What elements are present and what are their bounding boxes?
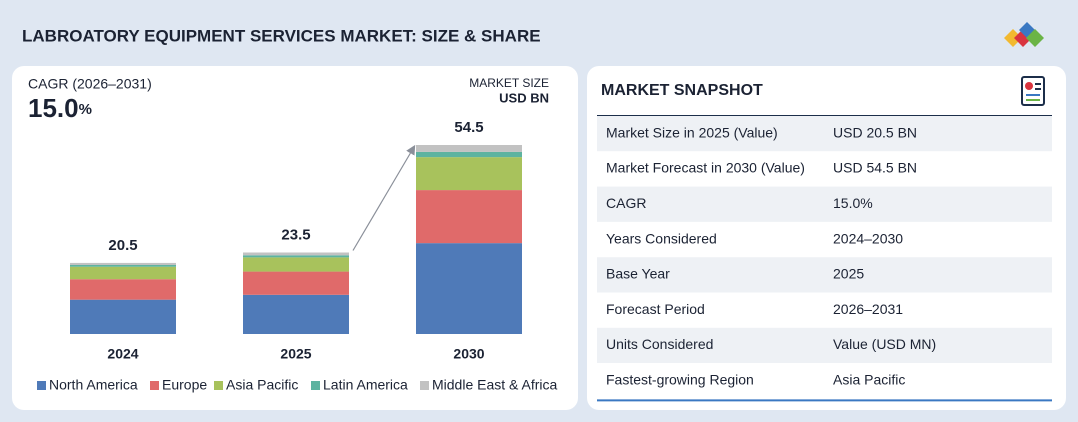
table-row bbox=[597, 116, 1052, 152]
legend-swatch bbox=[37, 381, 46, 390]
row-label: Fastest-growing Region bbox=[606, 371, 754, 387]
snapshot-icon bbox=[1021, 76, 1045, 106]
table-row bbox=[597, 186, 1052, 222]
bar-segment bbox=[70, 266, 176, 280]
row-value: Value (USD MN) bbox=[833, 336, 936, 352]
legend-label: Latin America bbox=[323, 377, 408, 393]
bar-segment bbox=[416, 145, 522, 152]
bar-segment bbox=[70, 262, 176, 265]
table-row bbox=[597, 221, 1052, 258]
market-size-label: MARKET SIZE bbox=[469, 76, 549, 90]
market-size-unit: USD BN bbox=[499, 90, 549, 105]
row-label: Forecast Period bbox=[606, 301, 705, 317]
bar-segment bbox=[243, 252, 349, 256]
bar-segment bbox=[243, 255, 349, 258]
table-row bbox=[597, 363, 1052, 399]
x-tick-label: 2024 bbox=[107, 346, 138, 362]
row-value: 2025 bbox=[833, 266, 864, 282]
logo bbox=[1004, 22, 1044, 47]
legend-label: Middle East & Africa bbox=[432, 377, 557, 393]
row-value: Asia Pacific bbox=[833, 371, 905, 387]
table-row bbox=[597, 327, 1052, 364]
bar-segment bbox=[416, 190, 522, 244]
row-value: USD 20.5 BN bbox=[833, 124, 917, 140]
table-row bbox=[597, 292, 1052, 328]
row-value: 15.0% bbox=[833, 195, 873, 211]
page-title: LABROATORY EQUIPMENT SERVICES MARKET: SI… bbox=[22, 26, 541, 45]
bar-segment bbox=[243, 294, 349, 334]
total-label: 54.5 bbox=[454, 119, 483, 136]
bar-segment bbox=[243, 271, 349, 295]
snapshot-title: MARKET SNAPSHOT bbox=[601, 82, 763, 99]
bar-segment bbox=[70, 299, 176, 334]
bar-segment bbox=[70, 264, 176, 267]
row-value: 2024–2030 bbox=[833, 230, 903, 246]
row-label: Market Forecast in 2030 (Value) bbox=[606, 160, 805, 176]
bar-segment bbox=[416, 151, 522, 158]
cagr-unit: % bbox=[79, 101, 92, 118]
cagr-label: CAGR (2026–2031) bbox=[28, 76, 152, 92]
legend-label: Europe bbox=[162, 377, 207, 393]
row-label: Base Year bbox=[606, 266, 670, 282]
row-label: Units Considered bbox=[606, 336, 713, 352]
bar-segment bbox=[416, 157, 522, 191]
bar-segment bbox=[70, 279, 176, 300]
total-label: 23.5 bbox=[281, 226, 310, 243]
row-value: 2026–2031 bbox=[833, 301, 903, 317]
row-label: CAGR bbox=[606, 195, 646, 211]
total-label: 20.5 bbox=[108, 237, 137, 254]
row-label: Years Considered bbox=[606, 230, 717, 246]
x-tick-label: 2030 bbox=[453, 346, 484, 362]
bar-segment bbox=[243, 257, 349, 272]
legend-swatch bbox=[214, 381, 223, 390]
legend-label: Asia Pacific bbox=[226, 377, 298, 393]
legend-label: North America bbox=[49, 377, 138, 393]
row-value: USD 54.5 BN bbox=[833, 160, 917, 176]
cagr-number: 15.0 bbox=[28, 93, 79, 123]
table-row bbox=[597, 257, 1052, 293]
x-tick-label: 2025 bbox=[280, 346, 311, 362]
bar-segment bbox=[416, 243, 522, 334]
cagr-value: 15.0% bbox=[28, 93, 92, 123]
table-row bbox=[597, 151, 1052, 187]
growth-arrow bbox=[352, 144, 416, 251]
legend-swatch bbox=[150, 381, 159, 390]
row-label: Market Size in 2025 (Value) bbox=[606, 124, 778, 140]
legend-swatch bbox=[311, 381, 320, 390]
legend-swatch bbox=[420, 381, 429, 390]
